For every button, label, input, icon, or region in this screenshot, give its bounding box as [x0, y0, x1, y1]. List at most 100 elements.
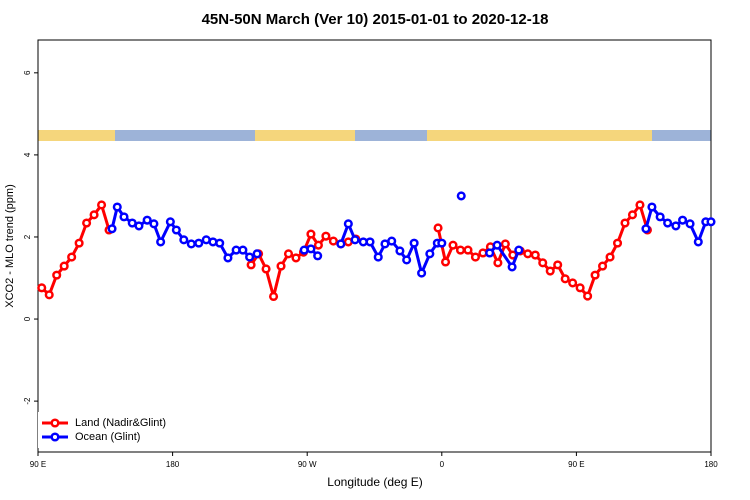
point [313, 240, 323, 250]
point [560, 274, 570, 284]
point [417, 268, 427, 278]
series-line [488, 243, 521, 269]
point [149, 219, 159, 229]
series-line [339, 222, 442, 275]
point [134, 221, 144, 231]
point [215, 238, 225, 248]
point [194, 238, 204, 248]
point [605, 252, 615, 262]
point [37, 283, 47, 293]
point [365, 237, 375, 247]
point [179, 235, 189, 245]
point [463, 245, 473, 255]
point [433, 223, 443, 233]
point [283, 249, 294, 259]
point [671, 221, 681, 231]
point [456, 191, 466, 201]
x-axis-label: Longitude (deg E) [327, 475, 422, 489]
point [612, 238, 623, 248]
point [437, 238, 447, 248]
point [530, 250, 540, 260]
point [112, 202, 122, 212]
point [641, 224, 651, 234]
point [89, 210, 99, 220]
legend: Land (Nadir&Glint) Ocean (Glint) [38, 412, 183, 448]
y-tick-label: -2 [23, 397, 32, 405]
point [493, 258, 503, 268]
legend-marker [50, 418, 60, 428]
point [663, 218, 673, 228]
y-tick-label: 6 [23, 70, 32, 75]
point [186, 239, 196, 249]
point [500, 239, 510, 249]
point [598, 261, 608, 271]
point [455, 245, 466, 255]
point [291, 253, 301, 263]
point [575, 283, 585, 293]
y-tick-label: 0 [23, 316, 32, 321]
point [350, 235, 360, 245]
point [107, 224, 117, 234]
point [678, 215, 688, 225]
point [507, 262, 517, 272]
point [693, 237, 703, 247]
point [156, 237, 166, 247]
point [627, 210, 638, 220]
point [269, 291, 279, 302]
ocean-strip [652, 130, 711, 141]
point [336, 239, 346, 249]
point [425, 249, 435, 259]
point [514, 245, 524, 255]
point [313, 251, 323, 261]
point [523, 249, 533, 259]
point [373, 252, 383, 262]
point [685, 219, 695, 229]
point [706, 217, 716, 227]
point [583, 291, 593, 301]
point [538, 258, 548, 268]
y-axis-label: XCO2 - MLO trend (ppm) [4, 184, 16, 307]
point [485, 248, 495, 258]
point [165, 217, 175, 227]
ocean-strip [115, 130, 255, 141]
x-tick-label: 0 [440, 460, 445, 469]
point [171, 225, 181, 235]
y-tick-label: 2 [23, 234, 32, 239]
point [252, 249, 262, 259]
point [261, 264, 271, 274]
point [59, 261, 69, 271]
point [620, 218, 630, 228]
point [67, 252, 77, 262]
x-tick-label: 180 [704, 460, 718, 469]
point [655, 212, 665, 222]
point [245, 252, 255, 262]
x-tick-label: 90 E [30, 460, 46, 469]
point [635, 200, 645, 210]
legend-label: Land (Nadir&Glint) [75, 417, 166, 429]
point [82, 218, 92, 228]
legend-marker [50, 432, 60, 442]
point [119, 212, 129, 222]
point [306, 229, 316, 239]
point [470, 252, 481, 262]
series-line [40, 203, 111, 297]
point [395, 246, 405, 256]
point [276, 261, 286, 271]
point [440, 257, 451, 267]
y-tick-label: 4 [23, 152, 32, 157]
point [553, 260, 563, 270]
point [387, 236, 397, 246]
point [647, 202, 657, 212]
chart-title: 45N-50N March (Ver 10) 2015-01-01 to 202… [202, 11, 549, 28]
legend-box [38, 412, 183, 448]
point [306, 244, 316, 254]
point [142, 215, 152, 225]
legend-label: Ocean (Glint) [75, 431, 140, 443]
point [44, 290, 54, 300]
x-tick-label: 90 W [298, 460, 317, 469]
point [590, 270, 600, 280]
point [545, 266, 555, 276]
point [402, 255, 412, 265]
point [321, 231, 331, 241]
